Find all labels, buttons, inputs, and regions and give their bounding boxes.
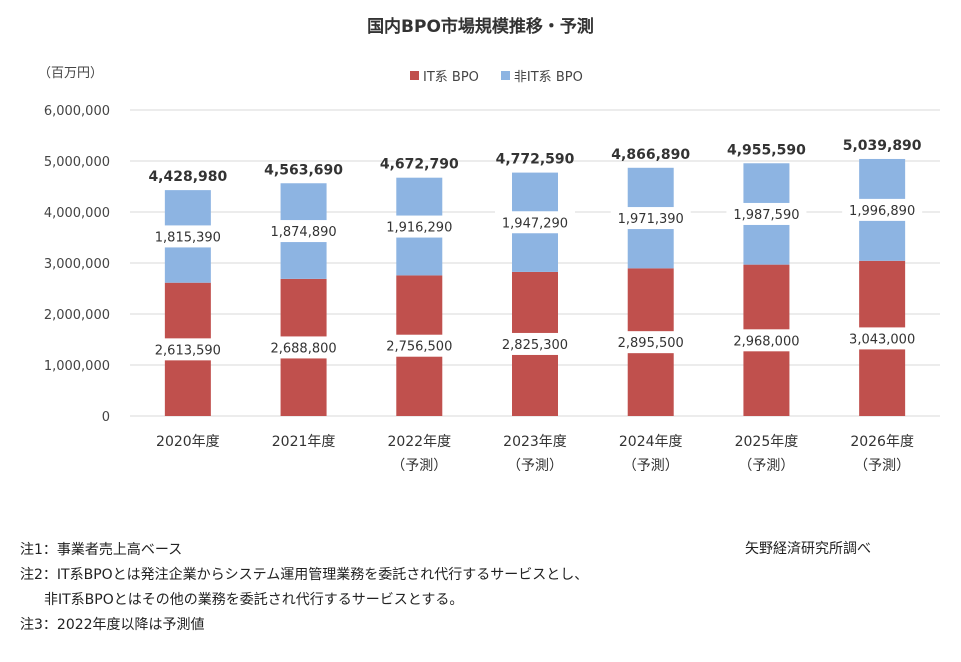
total-label: 4,672,790	[380, 157, 459, 173]
data-label-it-bpo: 2,968,000	[733, 334, 799, 349]
legend-swatch-it-bpo	[410, 71, 419, 80]
data-label-background	[610, 331, 691, 354]
data-label-non-it-bpo: 1,947,290	[502, 216, 568, 231]
x-tick-label: 2023年度	[503, 434, 567, 450]
y-axis-unit-label: （百万円）	[38, 66, 104, 81]
data-label-non-it-bpo: 1,815,390	[155, 230, 221, 245]
notes: 注1：事業者売上高ベース 注2：IT系BPOとは発注企業からシステム運用管理業務…	[20, 538, 588, 638]
total-label: 4,428,980	[148, 169, 227, 185]
total-label: 4,563,690	[264, 162, 343, 178]
total-label: 4,866,890	[611, 147, 690, 163]
y-tick-label: 3,000,000	[44, 257, 110, 272]
source-credit: 矢野経済研究所調べ	[745, 541, 871, 557]
chart-title: 国内BPO市場規模推移・予測	[367, 17, 594, 37]
data-label-non-it-bpo: 1,987,590	[733, 208, 799, 223]
note-2: 注2：IT系BPOとは発注企業からシステム運用管理業務を委託され代行するサービス…	[20, 567, 589, 583]
data-label-background	[842, 198, 923, 221]
data-label-background	[263, 220, 344, 243]
y-tick-label: 4,000,000	[44, 206, 110, 221]
x-tick-label: （予測）	[854, 458, 910, 474]
x-tick-label: （予測）	[507, 458, 563, 474]
data-label-it-bpo: 2,688,800	[270, 341, 336, 356]
x-tick-label: （予測）	[623, 458, 679, 474]
y-tick-label: 5,000,000	[44, 155, 110, 170]
x-tick-label: 2022年度	[387, 434, 451, 450]
data-label-it-bpo: 2,895,500	[618, 336, 684, 351]
note-3: 注3：2022年度以降は予測値	[20, 617, 205, 633]
x-tick-label: 2026年度	[850, 434, 914, 450]
total-label: 4,772,590	[496, 152, 575, 168]
data-label-non-it-bpo: 1,874,890	[270, 225, 336, 240]
x-tick-label: 2021年度	[272, 434, 336, 450]
data-label-it-bpo: 2,756,500	[386, 340, 452, 355]
legend-label-it-bpo: IT系 BPO	[423, 70, 479, 85]
data-label-background	[610, 207, 691, 230]
data-label-background	[495, 332, 575, 355]
data-label-non-it-bpo: 1,996,890	[849, 204, 915, 219]
chart-area: 0 1,000,000 2,000,000 3,000,000 4,000,000 5,0…	[44, 104, 940, 474]
x-tick-label: 2024年度	[619, 434, 683, 450]
x-tick-label: （予測）	[391, 458, 447, 474]
legend-item-it-bpo: IT系 BPO	[410, 66, 479, 85]
data-label-it-bpo: 2,825,300	[502, 338, 568, 353]
data-label-non-it-bpo: 1,916,290	[386, 221, 452, 236]
x-tick-label: 2020年度	[156, 434, 220, 450]
data-label-background	[147, 225, 228, 248]
y-tick-label: 0	[102, 410, 110, 425]
y-tick-label: 2,000,000	[44, 308, 110, 323]
x-tick-label: 2025年度	[735, 434, 799, 450]
data-label-background	[379, 334, 460, 357]
total-label: 4,955,590	[727, 142, 806, 158]
data-label-non-it-bpo: 1,971,390	[618, 212, 684, 227]
legend-label-non-it-bpo: 非IT系 BPO	[513, 70, 583, 85]
data-label-background	[726, 202, 807, 225]
note-1: 注1：事業者売上高ベース	[20, 542, 183, 558]
data-label-background	[495, 211, 575, 234]
legend-swatch-non-it-bpo	[500, 71, 510, 80]
data-label-background	[726, 329, 807, 352]
legend-item-non-it-bpo: 非IT系 BPO	[500, 66, 583, 85]
legend: IT系 BPO 非IT系 BPO	[410, 66, 583, 85]
data-label-it-bpo: 2,613,590	[155, 343, 221, 358]
x-tick-label: （予測）	[738, 458, 794, 474]
data-label-background	[147, 338, 228, 361]
data-label-it-bpo: 3,043,000	[849, 332, 915, 347]
data-label-background	[263, 336, 344, 359]
note-2-continued: 非IT系BPOとはその他の業務を委託され代行するサービスとする。	[44, 592, 464, 608]
y-tick-label: 6,000,000	[44, 104, 110, 119]
data-label-background	[842, 327, 923, 350]
data-label-background	[379, 215, 460, 238]
total-label: 5,039,890	[843, 138, 922, 154]
y-tick-label: 1,000,000	[44, 359, 110, 374]
